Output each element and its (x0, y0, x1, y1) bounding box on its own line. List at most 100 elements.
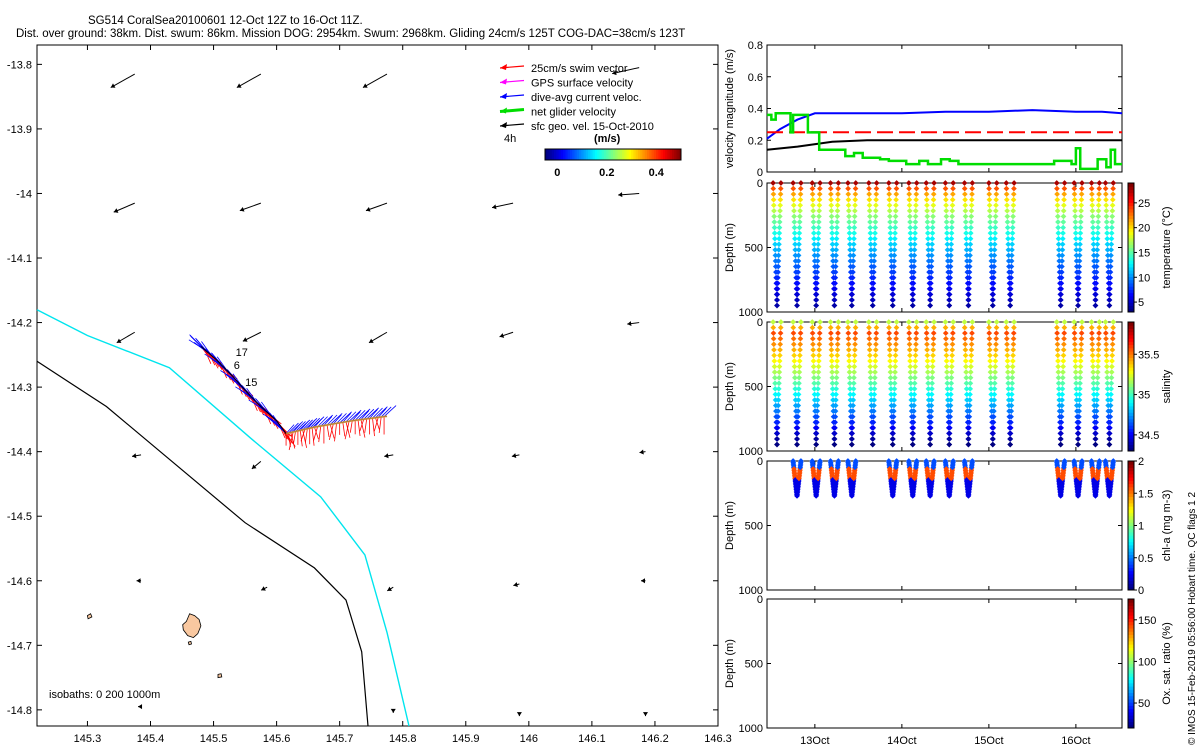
panel-2-colorbar-cell-28 (1128, 357, 1134, 362)
panel-2-point-227 (852, 330, 859, 336)
panel-2-point-589 (1009, 363, 1016, 370)
panel-2-point-92 (809, 319, 816, 325)
panel-1-point-610 (1056, 247, 1062, 253)
panel-2-point-79 (795, 386, 802, 392)
panel-2-point-748 (1104, 386, 1111, 392)
panel-2-point-0 (770, 319, 776, 325)
panel-2-point-391 (927, 441, 933, 448)
panel-2-point-270 (872, 347, 879, 353)
panel-2-point-268 (872, 358, 879, 364)
panel-1-point-502 (968, 196, 975, 203)
geo-vector-head-1 (236, 83, 242, 88)
swim-vector-90 (328, 423, 334, 441)
panel-2-point-37 (776, 363, 783, 370)
panel-2-point-599 (1054, 324, 1060, 331)
panel-2-point-115 (813, 441, 819, 448)
panel-2-point-510 (986, 341, 993, 348)
panel-1-point-593 (1010, 202, 1017, 209)
panel-3-colorbar-cell-12 (1128, 548, 1134, 552)
panel-2-point-144 (828, 352, 835, 359)
panel-2-point-745 (1104, 369, 1110, 375)
panel-2-point-306 (891, 402, 897, 409)
panel-1-point-254 (870, 297, 876, 303)
panel-2-point-11 (772, 380, 778, 387)
panel-2-point-450 (948, 369, 955, 375)
panel-2-point-161 (831, 441, 838, 448)
panel-2-colorbar-cell-0 (1128, 447, 1134, 452)
panel-1-colorbar-cell-33 (1128, 202, 1134, 207)
panel-1-point-25 (774, 291, 781, 298)
panel-1-point-508 (986, 191, 993, 197)
panel-2-point-778 (1109, 335, 1116, 342)
panel-4-colorbar-cell-34 (1128, 615, 1134, 619)
panel-1-point-764 (1107, 274, 1114, 281)
panel-2-point-174 (833, 369, 840, 375)
track-label-2: 15 (245, 377, 257, 389)
geo-vector-3 (612, 67, 640, 75)
panel-1-point-135 (816, 191, 823, 197)
panel-1-point-716 (1093, 286, 1099, 292)
panel-2-point-280 (886, 341, 893, 348)
panel-1-point-743 (1103, 219, 1110, 225)
panel-1-point-421 (943, 219, 950, 225)
panel-1-point-518 (988, 247, 994, 253)
panel-3-point-183 (852, 458, 859, 464)
panel-1-point-416 (942, 191, 949, 197)
panel-2-point-326 (906, 341, 913, 348)
panel-2-point-330 (907, 363, 914, 370)
swim-vector-81 (304, 428, 308, 443)
panel-2-point-283 (887, 358, 893, 364)
panel-2-colorbar-cell-39 (1128, 322, 1134, 326)
panel-1-point-539 (991, 247, 998, 253)
panel-2-point-355 (911, 386, 918, 392)
panel-2-point-96 (810, 341, 816, 348)
panel-1-point-368 (923, 180, 930, 186)
panel-1-point-413 (931, 180, 937, 186)
colorbar-cell-23 (597, 149, 600, 160)
panel-2-point-492 (967, 391, 973, 398)
panel-2-point-88 (797, 335, 804, 342)
panel-1-point-537 (991, 258, 998, 264)
panel-1-point-370 (923, 191, 930, 197)
panel-2-point-263 (871, 386, 878, 392)
panel-2-point-121 (814, 408, 821, 414)
colorbar-cell-6 (558, 149, 562, 160)
panel-1-point-612 (1056, 258, 1063, 264)
panel-2-point-85 (797, 352, 803, 359)
panel-1-point-453 (949, 213, 955, 220)
panel-1-point-494 (967, 241, 974, 248)
panel-2-point-692 (1089, 330, 1095, 336)
panel-1-colorbar-cell-35 (1128, 195, 1134, 200)
panel-1-point-181 (835, 191, 841, 197)
panel-2-point-281 (886, 347, 893, 353)
panel-2-point-46 (790, 319, 796, 325)
panel-3-colorbar-cell-19 (1128, 525, 1134, 530)
panel-2-point-684 (1078, 347, 1084, 353)
panel-2-point-590 (1010, 358, 1016, 364)
panel-1-point-133 (816, 202, 823, 209)
panel-2-colorbar-cell-31 (1128, 347, 1134, 352)
panel-2-point-509 (986, 335, 993, 342)
panel-1-point-555 (1003, 196, 1010, 203)
panel-2-point-243 (868, 391, 874, 398)
panel-2-point-369 (923, 324, 930, 331)
panel-2-point-412 (931, 324, 937, 331)
panel-1-point-685 (1078, 202, 1085, 209)
panel-1-point-175 (834, 224, 840, 231)
panel-1-point-310 (891, 241, 898, 248)
panel-2-point-86 (797, 347, 803, 353)
panel-1-point-737 (1102, 185, 1109, 192)
panel-2-point-50 (790, 341, 797, 348)
panel-1-point-587 (1009, 235, 1016, 242)
panel-1-point-274 (873, 185, 880, 192)
geo-vector-head-21 (387, 586, 392, 591)
panel-4-ytick-label-1: 500 (745, 659, 763, 671)
panel-2-point-591 (1010, 352, 1016, 359)
panel-1-point-7 (771, 219, 778, 225)
isobath-1000m (36, 309, 410, 727)
panel-2-point-350 (910, 413, 917, 420)
panel-2-point-537 (991, 397, 998, 403)
panel-1-point-402 (929, 241, 935, 248)
panel-1-point-744 (1104, 224, 1110, 231)
